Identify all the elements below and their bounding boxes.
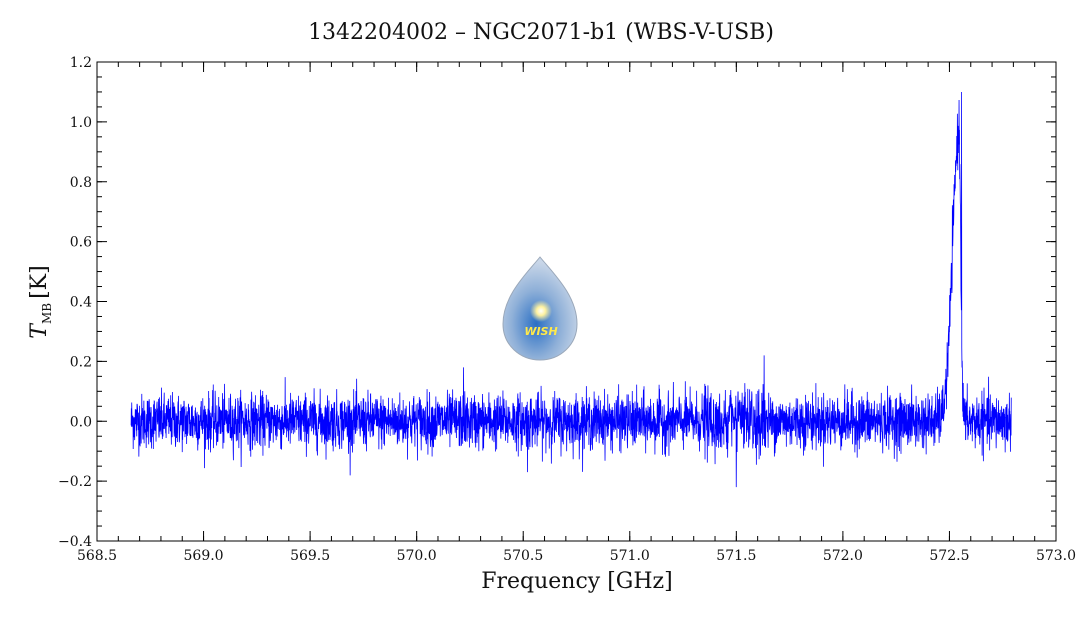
y-axis-subscript: MB bbox=[40, 303, 54, 324]
plot-axes: 568.5 569.0 569.5 570.0 570.5 571.0 571.5 572.0… bbox=[58, 55, 1076, 564]
plot-frame bbox=[96, 61, 1057, 542]
x-tick-label: 570.0 bbox=[397, 548, 437, 564]
wish-logo-text: WISH bbox=[524, 325, 557, 338]
x-tick-label: 572.5 bbox=[929, 548, 969, 564]
chart-title: 1342204002 – NGC2071-b1 (WBS-V-USB) bbox=[308, 20, 774, 45]
y-tick-label: −0.4 bbox=[58, 534, 92, 550]
y-tick-label: 1.0 bbox=[70, 115, 92, 131]
x-tick-label: 570.5 bbox=[503, 548, 543, 564]
y-axis-unit: [K] bbox=[27, 265, 52, 299]
x-tick-label: 571.5 bbox=[716, 548, 756, 564]
x-tick-label: 572.0 bbox=[823, 548, 863, 564]
plot-area bbox=[130, 91, 1012, 488]
wish-logo: WISH bbox=[502, 256, 578, 361]
y-tick-label: 0.8 bbox=[70, 175, 92, 191]
x-tick-label: 571.0 bbox=[610, 548, 650, 564]
y-tick-label: 0.4 bbox=[70, 295, 92, 311]
star-icon bbox=[530, 300, 552, 322]
spectrum-series-line bbox=[130, 91, 1012, 488]
svg-text:TMB[K]: TMB [K] bbox=[27, 265, 54, 338]
x-tick-label: 568.5 bbox=[77, 548, 117, 564]
y-tick-label: −0.2 bbox=[58, 474, 92, 490]
y-tick-label: 1.2 bbox=[70, 55, 92, 71]
x-axis-label: Frequency [GHz] bbox=[481, 569, 673, 594]
x-tick-label: 569.5 bbox=[290, 548, 330, 564]
y-tick-label: 0.2 bbox=[70, 354, 92, 370]
y-tick-label: 0.6 bbox=[70, 235, 92, 251]
y-axis-symbol: T bbox=[27, 322, 52, 339]
y-tick-label: 0.0 bbox=[70, 414, 92, 430]
x-tick-label: 569.0 bbox=[184, 548, 224, 564]
x-tick-label: 573.0 bbox=[1036, 548, 1076, 564]
y-axis-label: TMB [K] bbox=[27, 265, 54, 338]
